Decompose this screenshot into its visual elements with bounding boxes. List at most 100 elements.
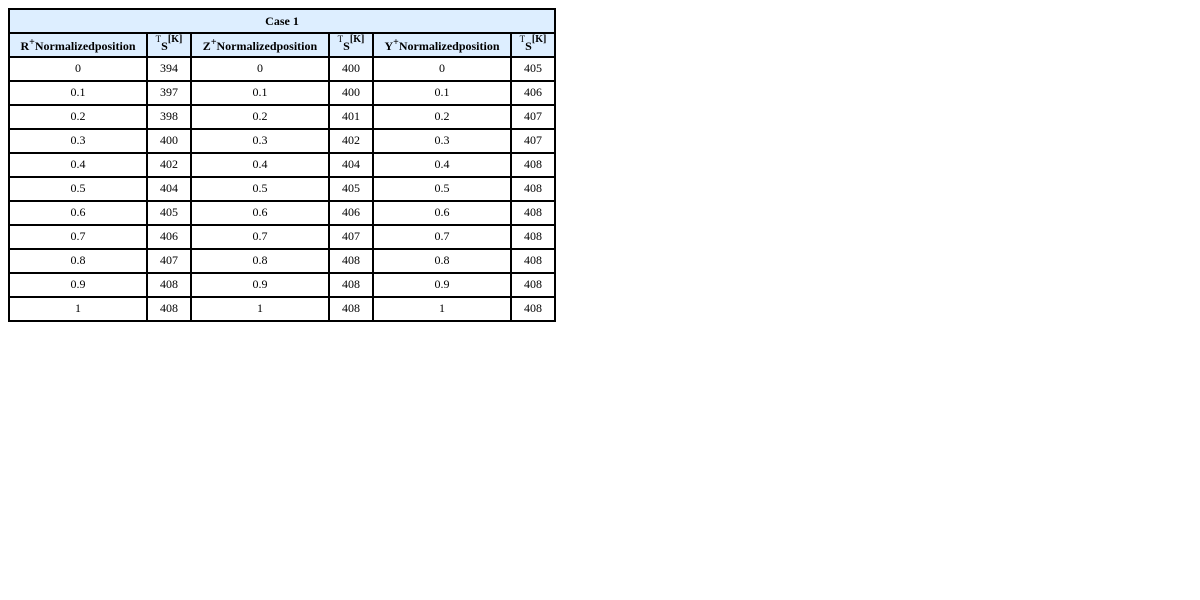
var: Y	[384, 38, 394, 53]
cell-position: 0	[8, 56, 148, 82]
cell-temperature: 408	[146, 272, 192, 298]
cell-temperature: 408	[510, 272, 556, 298]
cell-position: 0.5	[8, 176, 148, 202]
table-row: 0.5 404 0.5 405 0.5 408	[8, 176, 556, 202]
table-row: 0.1 397 0.1 400 0.1 406	[8, 80, 556, 106]
cell-temperature: 406	[510, 80, 556, 106]
sup: +	[393, 36, 399, 48]
cell-position: 0.8	[8, 248, 148, 274]
header-normalized-position: R+Normalizedposition	[8, 32, 148, 58]
cell-position: 0.6	[8, 200, 148, 226]
header-temperature: TS[K]	[328, 32, 374, 58]
table-title: Case 1	[8, 8, 556, 34]
table-row: 0.8 407 0.8 408 0.8 408	[8, 248, 556, 274]
table-row: 0.2 398 0.2 401 0.2 407	[8, 104, 556, 130]
sup: +	[210, 36, 217, 48]
cell-temperature: 408	[328, 296, 374, 322]
cell-position: 1	[8, 296, 148, 322]
cell-temperature: 408	[510, 176, 556, 202]
table-row: 0 394 0 400 0 405	[8, 56, 556, 82]
header-temperature: TS[K]	[510, 32, 556, 58]
cell-position: 0.2	[190, 104, 330, 130]
cell-position: 1	[190, 296, 330, 322]
table-row: 0.4 402 0.4 404 0.4 408	[8, 152, 556, 178]
table-row: 0.7 406 0.7 407 0.7 408	[8, 224, 556, 250]
t-subscript: S	[161, 38, 168, 53]
sup: +	[29, 36, 35, 48]
cell-temperature: 404	[146, 176, 192, 202]
cell-position: 0	[190, 56, 330, 82]
cell-position: 0.3	[372, 128, 512, 154]
cell-temperature: 405	[146, 200, 192, 226]
cell-temperature: 394	[146, 56, 192, 82]
table-row: 0.3 400 0.3 402 0.3 407	[8, 128, 556, 154]
unit: [K]	[531, 33, 547, 45]
t-symbol: T	[155, 33, 162, 44]
cell-position: 0.7	[372, 224, 512, 250]
cell-position: 0.6	[372, 200, 512, 226]
label: Normalizedposition	[34, 38, 136, 53]
t-symbol: T	[337, 33, 344, 44]
cell-temperature: 407	[510, 128, 556, 154]
cell-temperature: 398	[146, 104, 192, 130]
header-temperature: TS[K]	[146, 32, 192, 58]
cell-position: 0.8	[372, 248, 512, 274]
cell-position: 1	[372, 296, 512, 322]
cell-temperature: 408	[510, 200, 556, 226]
t-symbol: T	[519, 33, 526, 44]
unit: [K]	[349, 33, 365, 45]
cell-position: 0.3	[190, 128, 330, 154]
table-row: 0.6 405 0.6 406 0.6 408	[8, 200, 556, 226]
cell-position: 0.5	[190, 176, 330, 202]
label: Normalizedposition	[398, 38, 500, 53]
cell-position: 0.2	[372, 104, 512, 130]
cell-temperature: 402	[328, 128, 374, 154]
unit: [K]	[167, 33, 183, 45]
cell-position: 0.9	[8, 272, 148, 298]
cell-position: 0.3	[8, 128, 148, 154]
header-normalized-position: Z+Normalizedposition	[190, 32, 330, 58]
t-subscript: S	[525, 38, 532, 53]
cell-position: 0.2	[8, 104, 148, 130]
header-normalized-position: Y+Normalizedposition	[372, 32, 512, 58]
cell-temperature: 406	[328, 200, 374, 226]
cell-position: 0.8	[190, 248, 330, 274]
cell-temperature: 407	[328, 224, 374, 250]
cell-temperature: 408	[328, 248, 374, 274]
cell-temperature: 408	[510, 224, 556, 250]
table-row: 1 408 1 408 1 408	[8, 296, 556, 322]
var: R	[20, 38, 30, 53]
cell-temperature: 407	[510, 104, 556, 130]
label: Normalizedposition	[216, 38, 318, 53]
table-body: 0 394 0 400 0 405 0.1 397 0.1 400 0.1 406 0.2 398 0.2 4…	[8, 56, 556, 322]
cell-temperature: 408	[146, 296, 192, 322]
cell-temperature: 405	[510, 56, 556, 82]
t-subscript: S	[343, 38, 350, 53]
cell-position: 0.4	[190, 152, 330, 178]
cell-position: 0.1	[372, 80, 512, 106]
cell-temperature: 408	[510, 248, 556, 274]
cell-temperature: 400	[328, 80, 374, 106]
cell-position: 0.4	[372, 152, 512, 178]
var: Z	[202, 38, 211, 53]
cell-temperature: 408	[510, 296, 556, 322]
cell-position: 0	[372, 56, 512, 82]
cell-temperature: 406	[146, 224, 192, 250]
cell-position: 0.9	[190, 272, 330, 298]
cell-temperature: 400	[146, 128, 192, 154]
header-row: R+Normalizedposition TS[K] Z+Normalizedpos…	[8, 32, 556, 58]
cell-temperature: 404	[328, 152, 374, 178]
cell-temperature: 407	[146, 248, 192, 274]
cell-position: 0.5	[372, 176, 512, 202]
cell-temperature: 408	[328, 272, 374, 298]
table-row: 0.9 408 0.9 408 0.9 408	[8, 272, 556, 298]
cell-position: 0.7	[190, 224, 330, 250]
cell-position: 0.1	[190, 80, 330, 106]
cell-position: 0.7	[8, 224, 148, 250]
cell-temperature: 397	[146, 80, 192, 106]
cell-position: 0.1	[8, 80, 148, 106]
cell-temperature: 402	[146, 152, 192, 178]
cell-position: 0.6	[190, 200, 330, 226]
data-table: Case 1 R+Normalizedposition TS[K] Z+Normal…	[8, 8, 556, 322]
cell-position: 0.9	[372, 272, 512, 298]
